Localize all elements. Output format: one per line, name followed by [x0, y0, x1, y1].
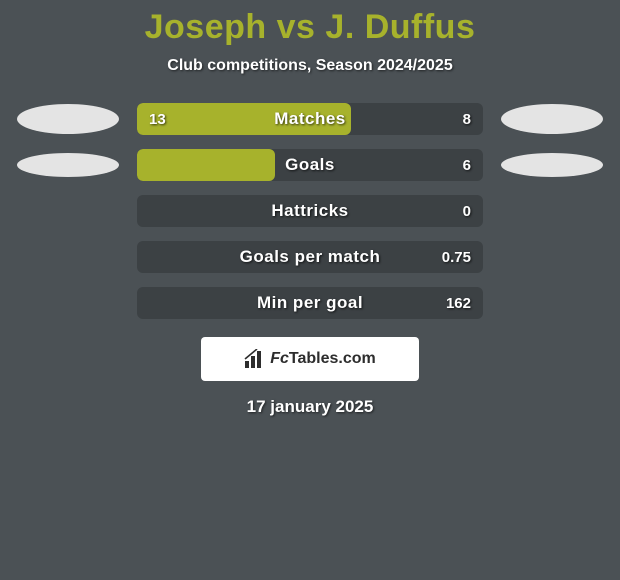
brand-text: FcTables.com: [270, 350, 376, 368]
stat-label: Goals per match: [137, 241, 483, 273]
stat-bar: Min per goal162: [137, 287, 483, 319]
player1-avatar: [17, 153, 119, 177]
subtitle: Club competitions, Season 2024/2025: [0, 57, 620, 75]
player2-name: J. Duffus: [325, 8, 475, 46]
stat-value-right: 162: [446, 287, 471, 319]
stat-value-right: 0: [463, 195, 471, 227]
stat-label: Min per goal: [137, 287, 483, 319]
stat-label: Hattricks: [137, 195, 483, 227]
stat-bar-fill: [137, 149, 275, 181]
date-label: 17 january 2025: [0, 397, 620, 417]
stat-value-right: 0.75: [442, 241, 471, 273]
stat-row: Goals per match0.75: [0, 241, 620, 273]
stat-value-right: 8: [463, 103, 471, 135]
vs-separator: vs: [277, 8, 316, 46]
stat-bar: Hattricks0: [137, 195, 483, 227]
brand-footer[interactable]: FcTables.com: [201, 337, 419, 381]
stat-row: Goals6: [0, 149, 620, 181]
comparison-card: Joseph vs J. Duffus Club competitions, S…: [0, 0, 620, 580]
page-title: Joseph vs J. Duffus: [0, 8, 620, 47]
player2-avatar: [501, 153, 603, 177]
stat-row: Min per goal162: [0, 287, 620, 319]
stat-bar: Goals per match0.75: [137, 241, 483, 273]
stat-bar: 13Matches8: [137, 103, 483, 135]
stat-row: Hattricks0: [0, 195, 620, 227]
stat-value-right: 6: [463, 149, 471, 181]
stat-bar: Goals6: [137, 149, 483, 181]
stat-row: 13Matches8: [0, 103, 620, 135]
stat-bar-fill: [137, 103, 351, 135]
stat-rows: 13Matches8 Goals6 Hattricks0 Goals per matc…: [0, 103, 620, 319]
bar-chart-icon: [244, 349, 266, 369]
player1-avatar: [17, 104, 119, 134]
player2-avatar: [501, 104, 603, 134]
player1-name: Joseph: [145, 8, 267, 46]
